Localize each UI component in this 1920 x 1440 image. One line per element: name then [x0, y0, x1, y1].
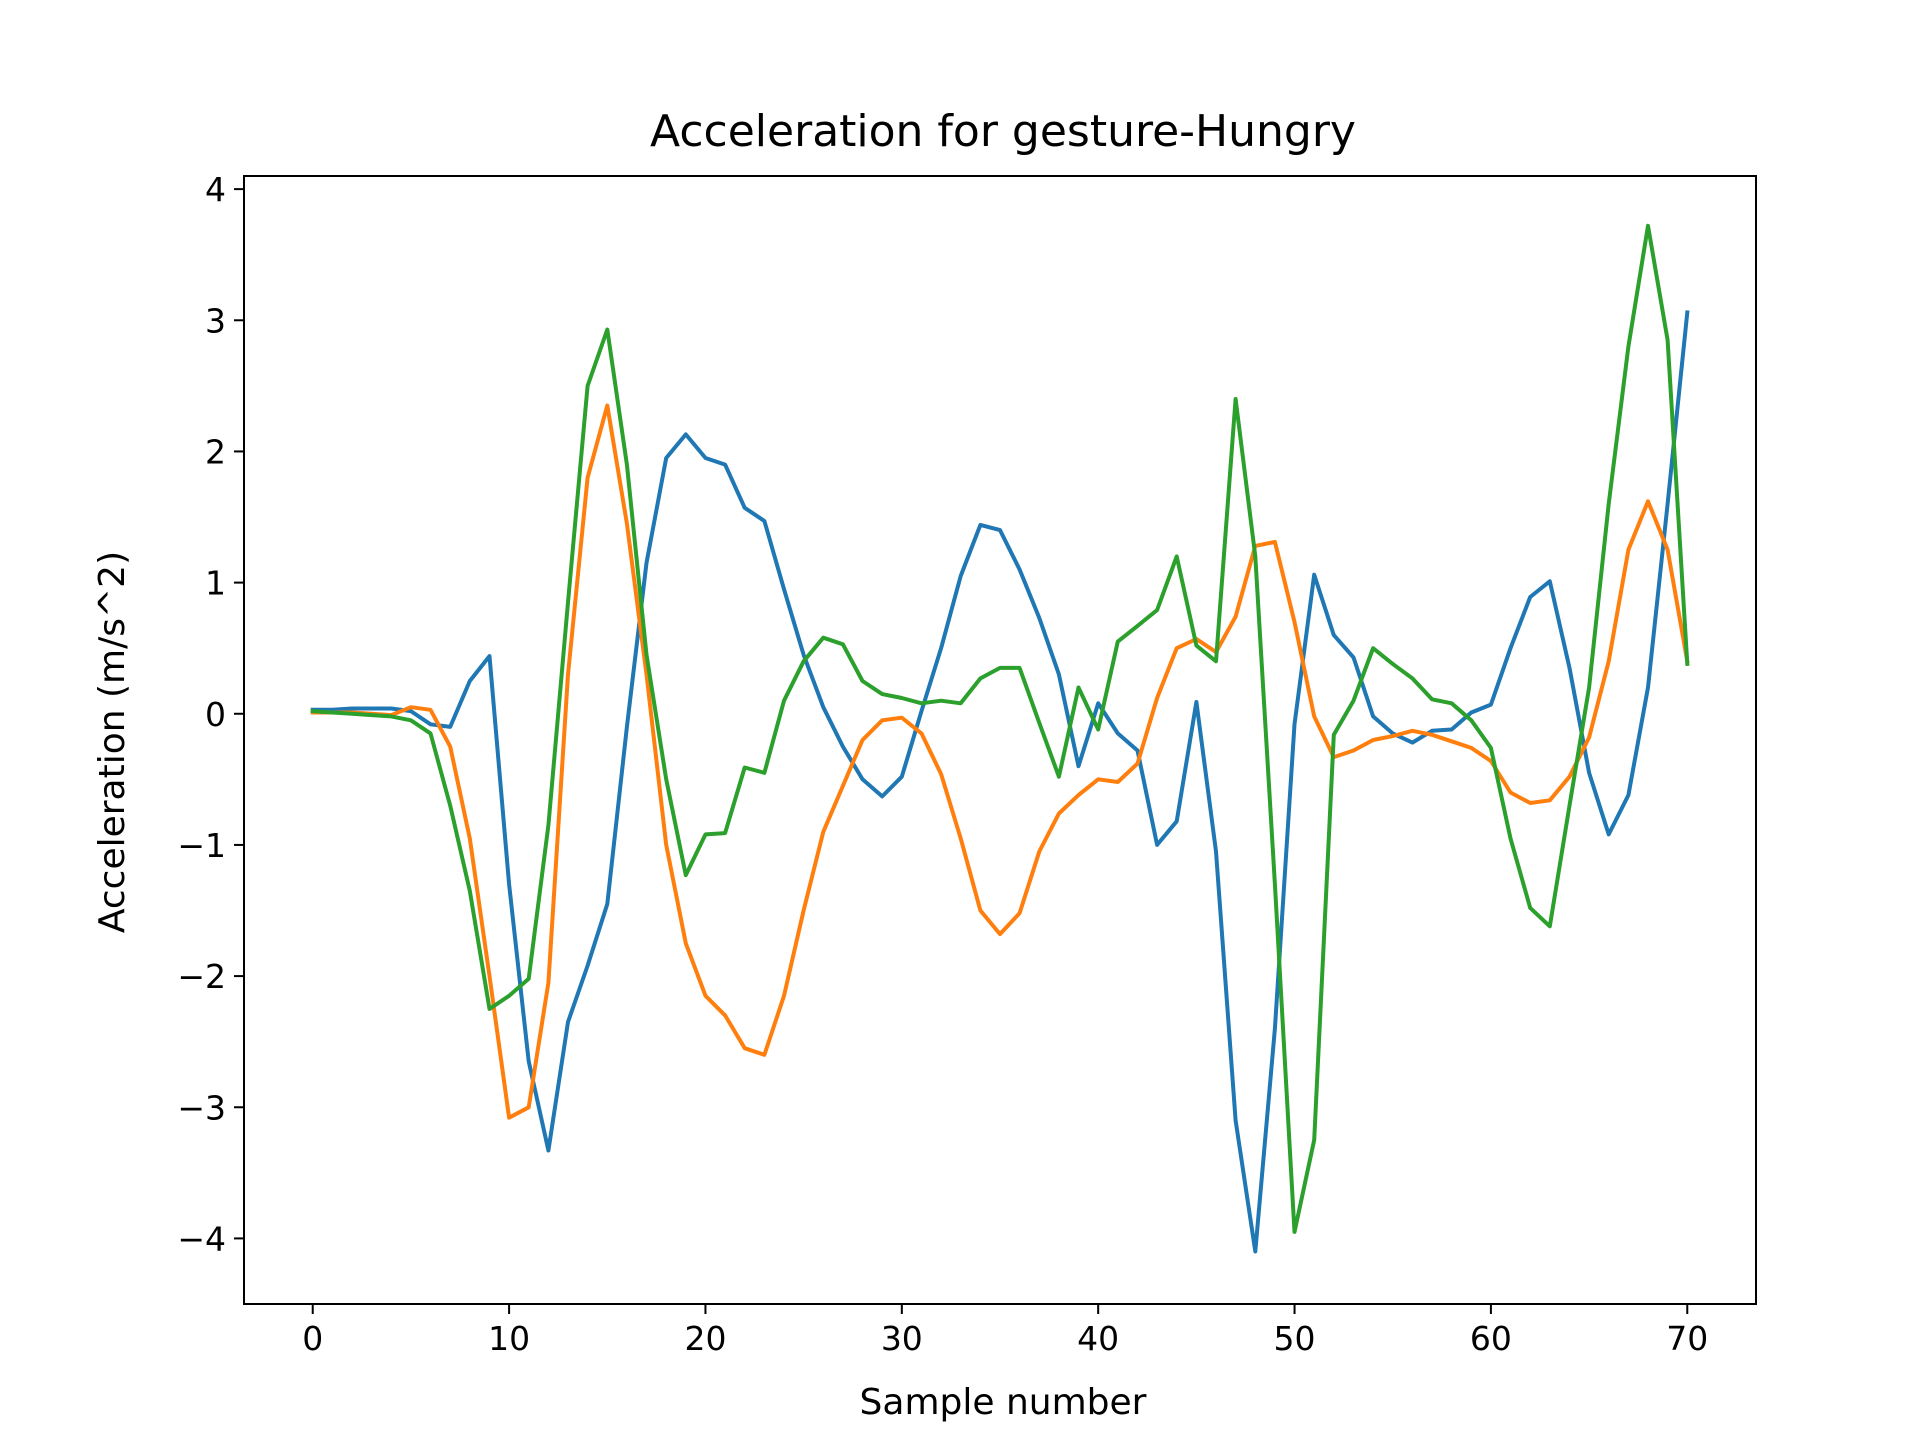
x-tick-label: 60 — [1470, 1319, 1512, 1358]
x-tick-label: 40 — [1077, 1319, 1119, 1358]
y-tick-label: 3 — [205, 301, 226, 340]
series-line-3 — [310, 223, 1690, 1234]
y-tick-label: 4 — [205, 170, 226, 209]
x-tick-label: 0 — [302, 1319, 323, 1358]
series-line-1 — [310, 310, 1690, 1254]
x-tick-label: 20 — [684, 1319, 726, 1358]
y-tick-label: −4 — [177, 1219, 226, 1258]
plot-area-frame — [243, 175, 1757, 1305]
x-tick-label: 50 — [1274, 1319, 1316, 1358]
y-tick-label: −1 — [177, 826, 226, 865]
y-tick-label: 1 — [205, 564, 226, 603]
y-axis-title: Acceleration (m/s^2) — [92, 551, 133, 933]
y-tick-label: −3 — [177, 1088, 226, 1127]
y-tick-label: 2 — [205, 432, 226, 471]
y-tick-label: −2 — [177, 957, 226, 996]
x-axis: 0 10 20 30 40 50 60 70 — [302, 1304, 1708, 1358]
y-tick-label: 0 — [205, 695, 226, 734]
series-layer — [310, 223, 1690, 1254]
y-axis: −4 −3 −2 −1 0 1 2 3 4 — [177, 170, 244, 1258]
x-tick-label: 30 — [881, 1319, 923, 1358]
series-line-2 — [310, 403, 1690, 1120]
x-axis-title: Sample number — [860, 1382, 1147, 1423]
x-tick-label: 10 — [488, 1319, 530, 1358]
chart-title: Acceleration for gesture-Hungry — [650, 106, 1356, 157]
x-tick-label: 70 — [1666, 1319, 1708, 1358]
